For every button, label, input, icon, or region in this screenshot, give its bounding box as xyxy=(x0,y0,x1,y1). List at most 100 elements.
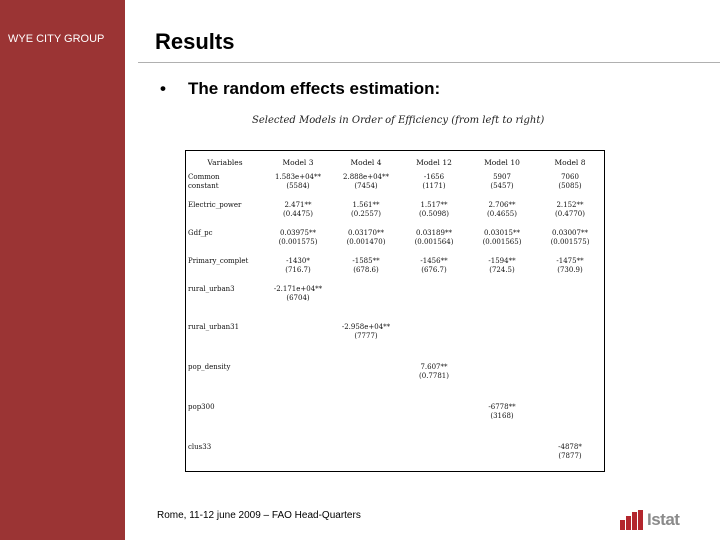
table-row: Common constant 1.583e+04** (5584) 2.888e+04… xyxy=(186,173,604,201)
coefficient-cell: -6778** (3168) xyxy=(468,403,536,443)
table-row: Gdf_pc 0.03975** (0.001575) 0.03170** (0.001… xyxy=(186,229,604,257)
coefficient-cell xyxy=(536,285,604,323)
coefficient-cell xyxy=(400,323,468,363)
standard-error: (0.001564) xyxy=(414,238,454,246)
coefficient-cell: -1594** (724.5) xyxy=(468,257,536,285)
coefficient-cell: -1475** (730.9) xyxy=(536,257,604,285)
coefficient-value: 2.706** xyxy=(488,201,516,209)
coefficient-cell: 2.888e+04** (7454) xyxy=(332,173,400,201)
coefficient-value: -2.958e+04** xyxy=(341,323,391,331)
standard-error: (7454) xyxy=(354,182,378,190)
coefficient-value: 2.471** xyxy=(284,201,312,209)
coefficient-cell xyxy=(400,403,468,443)
coefficient-cell: -2.171e+04** (6704) xyxy=(264,285,332,323)
table-row: pop_density 7.607** (0.7781) xyxy=(186,363,604,403)
sidebar-band: WYE CITY GROUP xyxy=(0,0,125,540)
coefficient-value: -1656 xyxy=(423,173,445,181)
coefficient-cell xyxy=(332,363,400,403)
coefficient-cell: 0.03015** (0.001565) xyxy=(468,229,536,257)
standard-error: (716.7) xyxy=(285,266,311,274)
istat-logo: Istat xyxy=(620,508,680,532)
standard-error: (1171) xyxy=(422,182,446,190)
header-variables: Variables xyxy=(207,157,243,167)
standard-error: (0.2557) xyxy=(351,210,381,218)
variable-name: rural_urban31 xyxy=(186,323,264,363)
bullet-point: • The random effects estimation: xyxy=(160,79,440,99)
coefficient-value: 7060 xyxy=(561,173,579,181)
variable-name-line: clus33 xyxy=(188,443,212,451)
table-body: Common constant 1.583e+04** (5584) 2.888e+04… xyxy=(186,173,604,473)
coefficient-cell xyxy=(536,323,604,363)
coefficient-cell xyxy=(332,403,400,443)
header-model-12: Model 12 xyxy=(416,157,452,167)
table-row: Primary_complet -1430* (716.7) -1585** (678.… xyxy=(186,257,604,285)
standard-error: (0.4770) xyxy=(555,210,585,218)
coefficient-value: 0.03007** xyxy=(552,229,588,237)
coefficient-cell: 0.03189** (0.001564) xyxy=(400,229,468,257)
standard-error: (0.001470) xyxy=(346,238,386,246)
header-model-4: Model 4 xyxy=(350,157,382,167)
standard-error: (0.001565) xyxy=(482,238,522,246)
coefficient-cell: 5907 (5457) xyxy=(468,173,536,201)
coefficient-cell: 0.03007** (0.001575) xyxy=(536,229,604,257)
variable-name: pop300 xyxy=(186,403,264,443)
table-header-row: Variables Model 3 Model 4 Model 12 Model… xyxy=(186,151,604,173)
standard-error: (678.6) xyxy=(353,266,379,274)
standard-error: (0.4655) xyxy=(487,210,517,218)
variable-name-line: Gdf_pc xyxy=(188,229,213,237)
coefficient-value: 2.152** xyxy=(556,201,584,209)
coefficient-value: -1594** xyxy=(488,257,516,265)
coefficient-cell: 2.152** (0.4770) xyxy=(536,201,604,229)
coefficient-value: -1456** xyxy=(420,257,448,265)
footer-text: Rome, 11-12 june 2009 – FAO Head-Quarter… xyxy=(157,510,361,521)
coefficient-cell xyxy=(400,285,468,323)
header-model-3: Model 3 xyxy=(282,157,314,167)
coefficient-cell: -1585** (678.6) xyxy=(332,257,400,285)
coefficient-cell: 1.517** (0.5098) xyxy=(400,201,468,229)
standard-error: (0.4475) xyxy=(283,210,313,218)
variable-name-line: constant xyxy=(188,182,219,190)
coefficient-cell xyxy=(468,323,536,363)
coefficient-cell xyxy=(400,443,468,473)
coefficient-cell: 0.03170** (0.001470) xyxy=(332,229,400,257)
variable-name: Primary_complet xyxy=(186,257,264,285)
coefficient-cell: -4878* (7877) xyxy=(536,443,604,473)
coefficient-cell: 7060 (5085) xyxy=(536,173,604,201)
coefficient-cell xyxy=(332,285,400,323)
title-divider xyxy=(138,62,720,63)
coefficient-value: 2.888e+04** xyxy=(343,173,389,181)
page-title: Results xyxy=(155,29,235,54)
standard-error: (5085) xyxy=(558,182,582,190)
organization-name: WYE CITY GROUP xyxy=(8,33,105,45)
coefficient-cell: 1.561** (0.2557) xyxy=(332,201,400,229)
coefficient-value: 0.03975** xyxy=(280,229,316,237)
variable-name-line: Common xyxy=(188,173,220,181)
coefficient-cell xyxy=(468,443,536,473)
variable-name: pop_density xyxy=(186,363,264,403)
table-border xyxy=(185,150,605,472)
table-row: rural_urban31 -2.958e+04** (7777) xyxy=(186,323,604,363)
variable-name-line: Electric_power xyxy=(188,201,242,209)
variable-name-line: pop300 xyxy=(188,403,215,411)
coefficient-cell xyxy=(264,323,332,363)
coefficient-cell: -1430* (716.7) xyxy=(264,257,332,285)
standard-error: (6704) xyxy=(286,294,310,302)
table-caption: Selected Models in Order of Efficiency (… xyxy=(252,115,545,126)
header-model-8: Model 8 xyxy=(554,157,586,167)
coefficient-cell xyxy=(536,403,604,443)
standard-error: (0.7781) xyxy=(419,372,449,380)
standard-error: (5584) xyxy=(286,182,310,190)
coefficient-value: 1.517** xyxy=(420,201,448,209)
standard-error: (676.7) xyxy=(421,266,447,274)
table-row: clus33 -4878* (7877) xyxy=(186,443,604,473)
coefficient-value: -6778** xyxy=(488,403,516,411)
variable-name-line: rural_urban3 xyxy=(188,285,235,293)
coefficient-cell xyxy=(468,285,536,323)
standard-error: (5457) xyxy=(490,182,514,190)
variable-name: Gdf_pc xyxy=(186,229,264,257)
bullet-icon: • xyxy=(160,79,166,98)
variable-name: Common constant xyxy=(186,173,264,201)
coefficient-value: 0.03015** xyxy=(484,229,520,237)
coefficient-value: 1.583e+04** xyxy=(275,173,321,181)
coefficient-value: 0.03170** xyxy=(348,229,384,237)
